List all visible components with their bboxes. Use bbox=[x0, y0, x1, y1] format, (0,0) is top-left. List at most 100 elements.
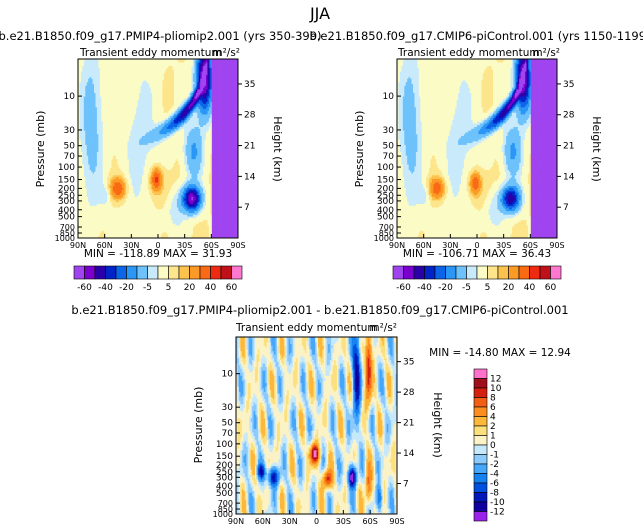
heatmap-cell bbox=[112, 73, 115, 76]
heatmap-cell bbox=[182, 80, 185, 83]
heatmap-cell bbox=[95, 84, 98, 87]
heatmap-cell bbox=[143, 87, 146, 90]
heatmap-cell bbox=[86, 80, 89, 83]
heatmap-cell bbox=[95, 96, 98, 99]
heatmap-cell bbox=[88, 96, 90, 99]
heatmap-cell bbox=[171, 94, 173, 97]
heatmap-cell bbox=[233, 59, 236, 62]
heatmap-cell bbox=[181, 85, 184, 88]
heatmap-cell bbox=[104, 69, 106, 72]
heatmap-cell bbox=[120, 71, 122, 74]
heatmap-cell bbox=[144, 62, 147, 65]
heatmap-cell bbox=[123, 84, 125, 87]
heatmap-cell bbox=[146, 98, 149, 101]
heatmap-cell bbox=[131, 98, 134, 101]
heatmap-cell bbox=[162, 76, 165, 80]
heatmap-cell bbox=[213, 96, 216, 99]
heatmap-cell bbox=[198, 73, 201, 76]
heatmap-cell bbox=[159, 80, 162, 83]
heatmap-cell bbox=[105, 60, 108, 63]
heatmap-cell bbox=[195, 67, 198, 71]
heatmap-cell bbox=[130, 98, 133, 101]
heatmap-cell bbox=[127, 73, 130, 76]
heatmap-cell bbox=[155, 89, 157, 92]
heatmap-cell bbox=[197, 67, 200, 71]
heatmap-cell bbox=[236, 98, 239, 101]
heatmap-cell bbox=[213, 59, 216, 62]
heatmap-cell bbox=[208, 80, 211, 83]
heatmap-cell bbox=[163, 98, 166, 101]
heatmap-cell bbox=[96, 76, 99, 80]
heatmap-cell bbox=[181, 84, 184, 87]
heatmap-cell bbox=[131, 82, 134, 85]
heatmap-cell bbox=[195, 82, 198, 85]
heatmap-cell bbox=[191, 59, 194, 62]
heatmap-cell bbox=[133, 73, 136, 76]
heatmap-cell bbox=[181, 98, 184, 101]
heatmap-cell bbox=[235, 85, 237, 88]
heatmap-cell bbox=[124, 75, 127, 78]
heatmap-cell bbox=[174, 82, 176, 85]
heatmap-cell bbox=[187, 85, 189, 88]
heatmap-cell bbox=[207, 64, 210, 67]
heatmap-cell bbox=[172, 62, 175, 65]
heatmap-cell bbox=[80, 98, 83, 101]
heatmap-cell bbox=[233, 76, 236, 80]
heatmap-cell bbox=[102, 67, 105, 71]
heatmap-cell bbox=[96, 78, 99, 81]
heatmap-cell bbox=[230, 82, 233, 85]
heatmap-cell bbox=[236, 89, 239, 92]
heatmap-cell bbox=[223, 91, 226, 94]
heatmap-cell bbox=[224, 59, 227, 62]
heatmap-cell bbox=[92, 80, 95, 83]
heatmap-cell bbox=[229, 85, 232, 88]
heatmap-cell bbox=[139, 71, 141, 74]
heatmap-cell bbox=[156, 80, 159, 83]
heatmap-cell bbox=[142, 75, 144, 78]
heatmap-cell bbox=[142, 87, 144, 90]
heatmap-cell bbox=[201, 98, 204, 101]
heatmap-cell bbox=[114, 98, 117, 101]
heatmap-cell bbox=[236, 71, 239, 74]
heatmap-cell bbox=[99, 96, 102, 99]
heatmap-cell bbox=[197, 94, 200, 97]
heatmap-cell bbox=[121, 75, 124, 78]
heatmap-cell bbox=[165, 91, 168, 94]
heatmap-cell bbox=[195, 64, 198, 67]
heatmap-cell bbox=[105, 87, 108, 90]
heatmap-cell bbox=[162, 96, 165, 99]
heatmap-cell bbox=[188, 98, 191, 101]
heatmap-cell bbox=[82, 87, 85, 90]
heatmap-cell bbox=[105, 98, 108, 101]
heatmap-cell bbox=[142, 84, 144, 87]
heatmap-cell bbox=[171, 87, 173, 90]
heatmap-cell bbox=[219, 78, 221, 81]
heatmap-cell bbox=[174, 76, 176, 80]
heatmap-cell bbox=[220, 87, 223, 90]
heatmap-cell bbox=[220, 69, 223, 72]
heatmap-cell bbox=[222, 64, 224, 67]
heatmap-cell bbox=[236, 87, 239, 90]
heatmap-cell bbox=[130, 76, 133, 80]
heatmap-cell bbox=[179, 82, 182, 85]
heatmap-cell bbox=[118, 76, 121, 80]
heatmap-cell bbox=[126, 60, 128, 63]
heatmap-cell bbox=[82, 66, 85, 69]
heatmap-cell bbox=[220, 80, 223, 83]
heatmap-cell bbox=[185, 78, 188, 81]
heatmap-cell bbox=[185, 67, 188, 71]
heatmap-cell bbox=[174, 100, 176, 103]
heatmap-cell bbox=[147, 66, 150, 69]
heatmap-cell bbox=[91, 67, 93, 71]
heatmap-cell bbox=[158, 62, 160, 65]
heatmap-cell bbox=[153, 67, 156, 71]
heatmap-cell bbox=[235, 100, 237, 103]
heatmap-cell bbox=[169, 93, 172, 96]
heatmap-cell bbox=[95, 85, 98, 88]
heatmap-cell bbox=[82, 67, 85, 71]
heatmap-cell bbox=[207, 75, 210, 78]
heatmap-cell bbox=[159, 96, 162, 99]
heatmap-cell bbox=[79, 98, 82, 101]
heatmap-cell bbox=[105, 89, 108, 92]
heatmap-cell bbox=[99, 93, 102, 96]
